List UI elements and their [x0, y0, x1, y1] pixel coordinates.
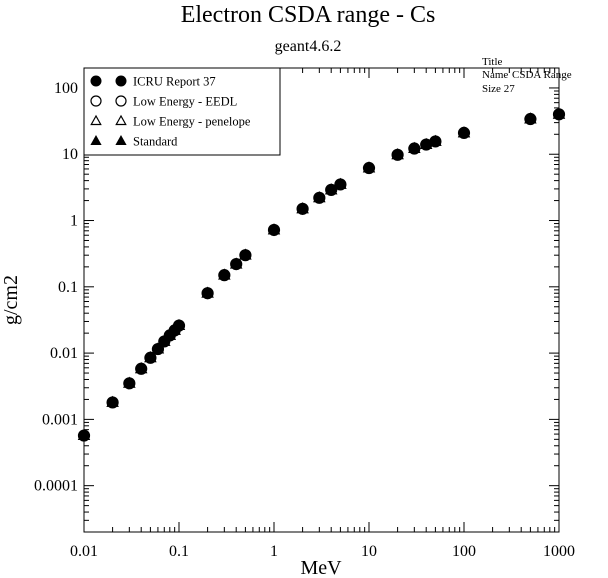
- series-open-circle: [77, 108, 566, 442]
- overlap-name: Name: [482, 69, 508, 81]
- x-axis-label: MeV: [300, 557, 342, 578]
- data-point: [553, 108, 565, 120]
- y-tick-label: 0.001: [42, 411, 78, 428]
- data-markers: [77, 107, 566, 442]
- y-axis-label: g/cm2: [0, 275, 22, 325]
- legend-marker: [90, 134, 102, 145]
- overlapping-text-block: Title Name CSDA Range Size 27: [482, 56, 572, 95]
- data-point: [78, 430, 90, 442]
- data-point: [173, 320, 185, 332]
- data-point: [202, 287, 214, 299]
- y-tick-label: 0.0001: [34, 478, 78, 495]
- legend-label: Low Energy - EEDL: [133, 95, 237, 109]
- legend-label: ICRU Report 37: [133, 75, 216, 89]
- chart-title: Electron CSDA range - Cs: [181, 2, 436, 28]
- data-point: [420, 139, 432, 151]
- overlap-title: Title: [482, 56, 503, 68]
- x-tick-label: 1000: [543, 543, 575, 560]
- data-point: [297, 203, 309, 215]
- data-point: [123, 377, 135, 389]
- legend: ICRU Report 37 Low Energy - EEDL Low Energ…: [83, 67, 281, 156]
- x-tick-label: 100: [452, 543, 476, 560]
- legend-marker: [115, 114, 127, 126]
- x-axis: 0.01 0.1 1 10 100 1000: [70, 68, 575, 560]
- overlap-csda: CSDA Range: [512, 69, 572, 81]
- data-point: [230, 258, 242, 270]
- legend-marker: [90, 114, 102, 126]
- y-tick-label: 0.1: [58, 279, 78, 296]
- data-point: [218, 269, 230, 281]
- data-point: [268, 224, 280, 236]
- x-tick-label: 0.01: [70, 543, 98, 560]
- y-tick-label: 1: [70, 213, 78, 230]
- legend-label: Low Energy - penelope: [133, 115, 251, 129]
- x-tick-label: 0.1: [169, 543, 189, 560]
- plot-frame: [83, 67, 560, 533]
- data-point: [107, 396, 119, 408]
- x-tick-label: 10: [361, 543, 377, 560]
- legend-marker: [90, 95, 102, 107]
- data-point: [325, 184, 337, 196]
- legend-marker: [90, 75, 102, 87]
- data-point: [458, 127, 470, 139]
- legend-marker: [115, 75, 127, 87]
- data-point: [135, 363, 147, 375]
- overlap-size: Size 27: [482, 83, 515, 95]
- series-filled-triangle: [77, 107, 566, 440]
- data-point: [429, 135, 441, 147]
- data-point: [152, 343, 164, 355]
- series-filled-circle: [78, 108, 565, 442]
- data-point: [363, 162, 375, 174]
- y-tick-label: 10: [62, 146, 78, 163]
- data-point: [524, 113, 536, 125]
- chart-subtitle: geant4.6.2: [275, 38, 342, 55]
- data-point: [144, 352, 156, 364]
- data-point: [392, 149, 404, 161]
- data-point: [408, 143, 420, 155]
- series-open-triangle: [77, 107, 566, 441]
- x-tick-label: 1: [270, 543, 278, 560]
- data-point: [313, 192, 325, 204]
- legend-label: Standard: [133, 135, 178, 149]
- y-tick-label: 100: [54, 80, 78, 97]
- data-point: [239, 249, 251, 261]
- legend-marker: [115, 95, 127, 107]
- legend-marker: [115, 134, 127, 145]
- y-tick-label: 0.01: [50, 345, 78, 362]
- data-point: [334, 178, 346, 190]
